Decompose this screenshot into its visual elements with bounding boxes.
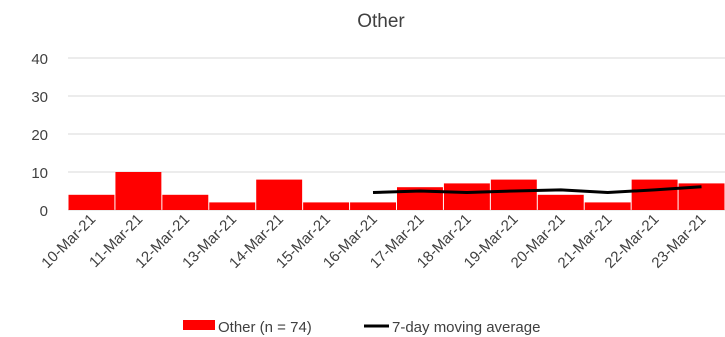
chart-title: Other	[357, 11, 405, 32]
y-axis-ticks: 0 10 20 30 40	[31, 51, 48, 220]
bar	[350, 202, 396, 210]
y-tick-label: 20	[31, 127, 48, 144]
y-tick-label: 0	[40, 203, 48, 220]
y-tick-label: 30	[31, 89, 48, 106]
moving-average-series	[372, 185, 702, 194]
bar	[303, 202, 350, 210]
legend-label-other: Other (n = 74)	[218, 319, 312, 336]
legend-label-moving-average: 7-day moving average	[392, 319, 540, 336]
moving-average-line	[372, 185, 702, 194]
bar	[490, 179, 537, 210]
bar	[631, 179, 678, 210]
x-axis-ticks: 10-Mar-2111-Mar-2112-Mar-2113-Mar-2114-M…	[38, 211, 709, 272]
bar	[537, 194, 584, 210]
bar	[443, 183, 490, 210]
bar	[115, 172, 162, 210]
y-tick-label: 10	[31, 165, 48, 182]
bar	[209, 202, 256, 210]
bar-series	[68, 172, 725, 210]
y-tick-label: 40	[31, 51, 48, 68]
legend-swatch-other	[183, 320, 215, 330]
bar	[397, 187, 443, 210]
bar	[68, 194, 115, 210]
bar	[584, 202, 631, 210]
bar	[256, 179, 303, 210]
gridlines	[68, 57, 725, 211]
legend: Other (n = 74) 7-day moving average	[183, 319, 540, 336]
bar	[162, 194, 209, 210]
